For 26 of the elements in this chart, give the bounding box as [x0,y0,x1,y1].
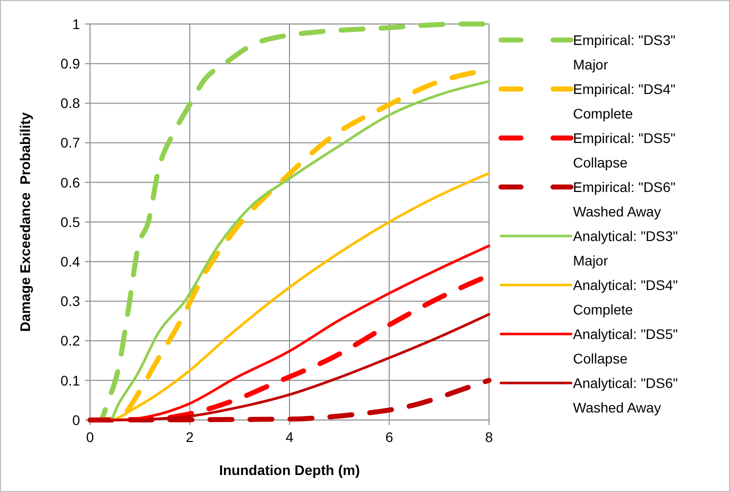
y-tick-label: 0.1 [60,372,80,388]
y-axis-title: Damage Exceedance Probability [17,112,33,332]
x-axis-title: Inundation Depth (m) [219,462,360,478]
y-tick-label: 0.3 [60,293,80,310]
legend-label: Analytical: "DS3" Major [573,228,678,268]
y-tick-label: 0.7 [60,134,80,151]
legend-label: Empirical: "DS5" Collapse [573,130,676,170]
x-tick-label: 8 [485,429,494,445]
y-tick-label: 0.4 [60,254,80,270]
legend-label: Analytical: "DS5" Collapse [573,326,678,366]
y-tick-label: 0 [72,412,80,428]
legend-label: Analytical: "DS4" Complete [573,276,678,318]
y-tick-label: 0.2 [60,332,80,349]
legend-label: Analytical: "DS6" Washed Away [573,374,678,416]
y-tick-label: 0.5 [60,214,80,230]
x-tick-label: 4 [286,429,294,445]
legend-label: Empirical: "DS4" Complete [573,80,676,122]
x-tick-label: 0 [86,429,94,445]
legend-label: Empirical: "DS6" Washed Away [573,178,676,220]
x-tick-label: 6 [385,429,394,445]
y-tick-label: 0.9 [60,56,80,72]
x-tick-label: 2 [186,429,194,445]
legend-label: Empirical: "DS3" Major [573,32,676,72]
y-tick-label: 1 [72,16,80,32]
y-tick-label: 0.8 [60,95,80,112]
y-tick-label: 0.6 [60,174,80,190]
